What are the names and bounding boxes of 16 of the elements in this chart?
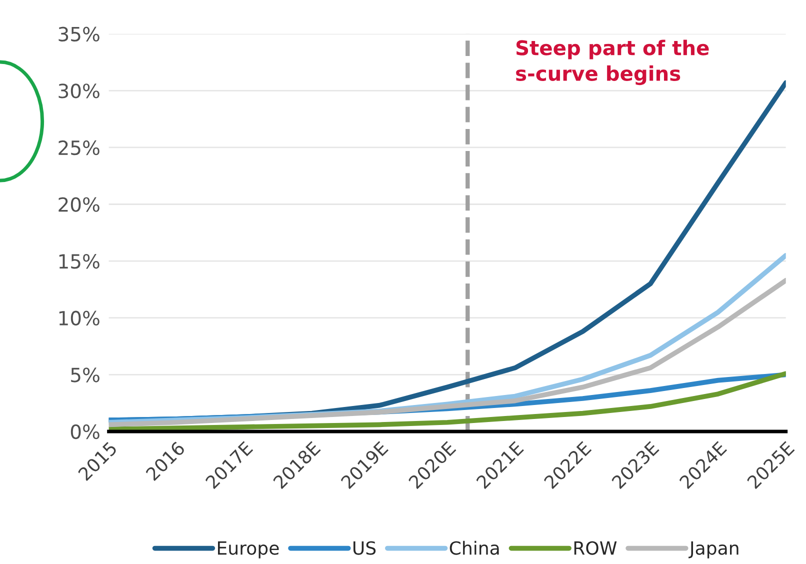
line-series [108, 371, 786, 432]
y-tick-label: 20% [58, 197, 100, 212]
y-tick-label: 5% [71, 368, 100, 382]
legend-label: China [450, 540, 499, 555]
legend-label: ROW [574, 541, 617, 555]
y-tick-label: 30% [58, 84, 100, 98]
ref-line-label: Steep part of the s-curve begins [516, 40, 709, 86]
y-tick-label: 15% [59, 254, 100, 269]
y-tick-label: 35% [58, 26, 100, 42]
legend-label: Japan [688, 541, 738, 558]
y-tick-label: 25% [58, 140, 100, 156]
y-tick-label: 10% [59, 310, 100, 326]
line-series [108, 278, 786, 428]
legend-label: US [354, 541, 376, 555]
y-tick-label: 0% [70, 424, 100, 440]
legend-label: Europe [218, 541, 279, 558]
